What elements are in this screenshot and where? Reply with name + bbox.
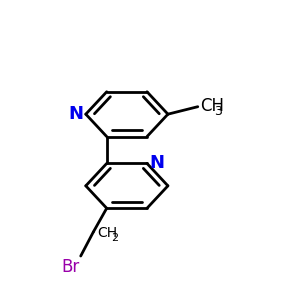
Text: N: N (68, 105, 83, 123)
Text: N: N (149, 154, 164, 172)
Text: 3: 3 (214, 105, 222, 118)
Text: Br: Br (62, 257, 80, 275)
Text: CH: CH (98, 226, 118, 240)
Text: CH: CH (200, 97, 224, 115)
Text: 2: 2 (111, 233, 118, 243)
